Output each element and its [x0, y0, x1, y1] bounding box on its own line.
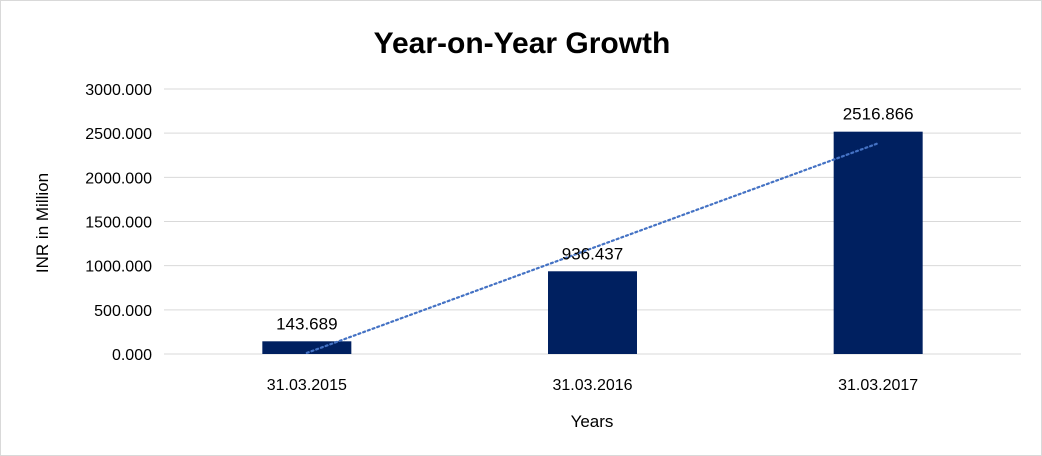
data-label: 936.437 — [562, 244, 623, 263]
data-label: 143.689 — [276, 314, 337, 333]
chart-title: Year-on-Year Growth — [374, 27, 671, 60]
x-tick-label: 31.03.2017 — [838, 377, 918, 394]
trendline-group — [305, 142, 880, 355]
y-tick-label: 0.000 — [112, 347, 152, 364]
bar — [833, 131, 923, 354]
bars — [262, 131, 923, 354]
data-labels: 143.689 936.437 2516.866 — [276, 105, 914, 334]
bar — [262, 341, 352, 354]
y-tick-label: 3000.000 — [85, 82, 152, 99]
gridlines — [164, 88, 1021, 355]
data-label: 2516.866 — [843, 105, 914, 124]
trendline — [305, 142, 880, 355]
y-tick-label: 500.000 — [94, 303, 152, 320]
x-tick-label: 31.03.2015 — [267, 377, 347, 394]
x-axis-ticks: 31.03.2015 31.03.2016 31.03.2017 — [267, 377, 919, 394]
y-tick-label: 2500.000 — [85, 126, 152, 143]
y-axis-label: INR in Million — [33, 173, 52, 273]
y-tick-label: 1500.000 — [85, 215, 152, 232]
y-axis-ticks: 0.000 500.000 1000.000 1500.000 2000.000 2500… — [85, 82, 152, 364]
bar — [548, 271, 637, 354]
x-axis-label: Years — [571, 412, 614, 431]
x-tick-label: 31.03.2016 — [552, 377, 632, 394]
y-tick-label: 2000.000 — [85, 170, 152, 187]
y-tick-label: 1000.000 — [85, 259, 152, 276]
